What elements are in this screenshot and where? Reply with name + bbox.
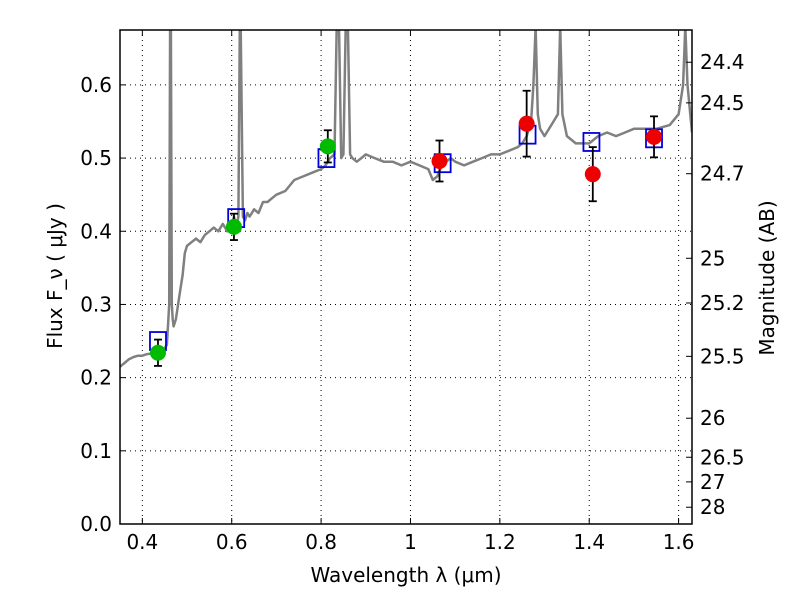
plot-area <box>120 30 692 368</box>
right-tick-label: 25 <box>700 246 725 270</box>
spectrum-line <box>120 30 692 368</box>
right-tick-label: 25.5 <box>700 344 745 368</box>
x-tick-label: 1.2 <box>484 530 516 554</box>
plot-frame <box>119 29 693 525</box>
right-axis-label: Magnitude (AB) <box>755 200 779 355</box>
data-point <box>149 344 166 361</box>
data-point <box>646 128 663 145</box>
right-tick-label: 28 <box>700 495 725 519</box>
x-tick-label: 1 <box>404 530 417 554</box>
axes: 0.4 0.6 0.8 1 1.2 1.4 1.6 0.0 0.1 0.2 0.3 0.4 0.5 0.6… <box>80 30 745 554</box>
y-tick-label: 0.3 <box>80 292 112 316</box>
grid <box>120 30 692 525</box>
x-tick-label: 1.6 <box>663 530 695 554</box>
data-point <box>431 153 448 170</box>
x-tick-label: 0.8 <box>305 530 337 554</box>
x-tick-label: 1.4 <box>573 530 605 554</box>
model-square <box>582 132 601 152</box>
x-axis-label: Wavelength λ (μm) <box>310 563 501 587</box>
y-axis-label: Flux F_ν ( μJy ) <box>43 203 67 349</box>
y-tick-label: 0.4 <box>80 219 112 243</box>
right-tick-label: 25.2 <box>700 291 745 315</box>
data-point <box>584 166 601 183</box>
right-tick-label: 26.5 <box>700 445 745 469</box>
right-tick-label: 24.7 <box>700 162 745 186</box>
data-point <box>518 115 535 132</box>
right-tick-label: 24.5 <box>700 91 745 115</box>
right-tick-label: 27 <box>700 470 725 494</box>
right-tick-label: 24.4 <box>700 50 745 74</box>
y-tick-label: 0.0 <box>80 512 112 536</box>
y-tick-label: 0.1 <box>80 439 112 463</box>
right-tick-label: 26 <box>700 406 725 430</box>
data-point <box>319 138 336 155</box>
y-tick-label: 0.6 <box>80 73 112 97</box>
x-tick-label: 0.6 <box>216 530 248 554</box>
y-tick-label: 0.2 <box>80 366 112 390</box>
data-point <box>225 218 242 235</box>
x-tick-label: 0.4 <box>126 530 158 554</box>
y-tick-label: 0.5 <box>80 146 112 170</box>
